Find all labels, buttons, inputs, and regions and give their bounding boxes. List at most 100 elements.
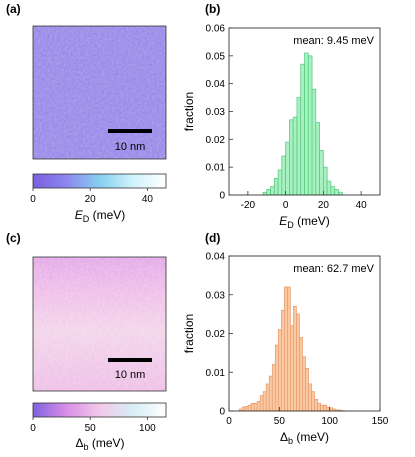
histogram-b-bar [315,122,320,196]
histogram-b-bar [289,119,294,196]
histogram-b-annotation: mean: 9.45 meV [293,35,374,47]
histogram-d-bar [250,402,255,412]
histogram-b-bar [285,141,290,196]
histogram-d-xtick-label: 0 [226,416,232,427]
histogram-d-bar [247,404,252,412]
colorbar-a-tick-label: 0 [30,194,36,205]
histogram-b-ytick-label: 0.01 [206,163,226,174]
scalebar-c-label: 10 nm [115,369,146,381]
histogram-b-bar [330,186,336,196]
histogram-b-ytick-label: 0.06 [206,24,226,35]
histogram-d-xtick-label: 150 [372,416,389,427]
scalebar-a [108,129,152,133]
histogram-b-ytick-label: 0.04 [206,79,226,90]
histogram-d: 0 50 100 150 0 0.01 0.02 0.03 0.04 mean: 62.7 meV… [182,252,389,447]
histogram-d-ytick-label: 0 [219,407,225,418]
histogram-d-bar [299,337,303,412]
histogram-b-bar [266,189,271,196]
histogram-d-bar [287,286,291,412]
map-c-frame [32,256,167,392]
scalebar-c [108,358,152,362]
histogram-d-bar [296,313,300,412]
histogram-b-bar [304,52,309,196]
histogram-d-bar [265,383,270,412]
map-a-frame [32,25,167,160]
histogram-d-bar [280,309,285,412]
histogram-b-bar [307,55,313,196]
colorbar-c-bar [32,402,167,418]
histogram-d-ytick-label: 0.03 [206,290,226,301]
histogram-d-bar [329,407,334,412]
scalebar-a-label: 10 nm [115,141,146,153]
histogram-d-bar [320,404,324,412]
histogram-d-bar [284,286,288,412]
colorbar-c: 0 50 100 Δb (meV) [30,402,167,452]
histogram-d-bar [290,325,294,412]
colorbar-c-tick-label: 0 [30,423,36,434]
histogram-b-bar [296,97,302,196]
histogram-d-bar [268,375,273,412]
histogram-d-bar [256,400,261,412]
histogram-d-bar [326,406,331,412]
histogram-b-xtick-label: 40 [356,200,368,211]
histogram-d-bar [323,404,327,412]
histogram-b-bar [319,150,324,196]
histogram-d-bar [302,356,306,412]
colorbar-a-tick-label: 40 [142,194,154,205]
histogram-b-bar [273,177,279,196]
histogram-b-ytick-label: 0.03 [206,107,226,118]
histogram-b: -20 0 20 40 0 0.01 0.02 0.03 0.04 0.05 0.06 mean: 9… [182,24,381,230]
panel-a-label: (a) [6,2,21,16]
histogram-b-ytick-label: 0.05 [206,51,226,62]
panel-d-label: (d) [205,231,220,245]
histogram-b-xtick-label: -20 [241,200,256,211]
panel-c-label: (c) [6,231,21,245]
histogram-d-bar [271,364,276,412]
histogram-b-bar [281,155,286,196]
histogram-d-bar [314,399,318,412]
colorbar-a-bar [32,173,167,189]
histogram-b-ylabel: fraction [182,92,196,131]
histogram-b-xtick-label: 20 [318,200,330,211]
histogram-d-bar [311,391,315,412]
colorbar-c-tick-label: 50 [85,423,97,434]
histogram-d-ytick-label: 0.01 [206,368,226,379]
histogram-b-ytick-label: 0.02 [206,135,226,146]
histogram-d-bar [277,329,282,412]
histogram-b-bar [270,186,275,196]
histogram-b-bar [292,116,298,196]
colorbar-c-label: Δb (meV) [75,436,124,452]
histogram-b-bar [326,180,332,196]
histogram-b-bar [334,189,339,196]
map-c-texture [33,257,166,391]
histogram-b-xtick-label: 0 [283,200,289,211]
histogram-b-bar [277,169,283,196]
histogram-d-xtick-label: 100 [321,416,338,427]
histogram-b-xlabel: ED (meV) [279,214,330,230]
map-a-texture [33,26,166,159]
colorbar-a: 0 20 40 ED (meV) [30,173,167,224]
map-a: 10 nm [32,25,167,160]
histogram-b-ytick-label: 0 [219,191,225,202]
histogram-d-bar [317,402,321,412]
histogram-d-bar [274,344,279,412]
histogram-d-bar [244,406,249,412]
histogram-d-ytick-label: 0.04 [206,252,226,263]
histogram-d-bar [262,391,267,412]
map-c: 10 nm [32,256,167,392]
histogram-d-bar [305,368,309,412]
histogram-b-bar [323,166,328,196]
histogram-d-xlabel: Δb (meV) [280,430,329,446]
histogram-d-bar [308,383,312,412]
histogram-d-bar [241,406,246,412]
histogram-d-xtick-label: 50 [274,416,286,427]
colorbar-a-label: ED (meV) [75,208,126,224]
histogram-d-bar [253,402,258,412]
panel-b-label: (b) [205,2,220,16]
colorbar-c-tick-label: 100 [139,423,156,434]
colorbar-a-tick-label: 20 [85,194,97,205]
histogram-d-ytick-label: 0.02 [206,329,226,340]
histogram-b-bar [300,63,305,196]
histogram-d-bar [293,306,297,412]
